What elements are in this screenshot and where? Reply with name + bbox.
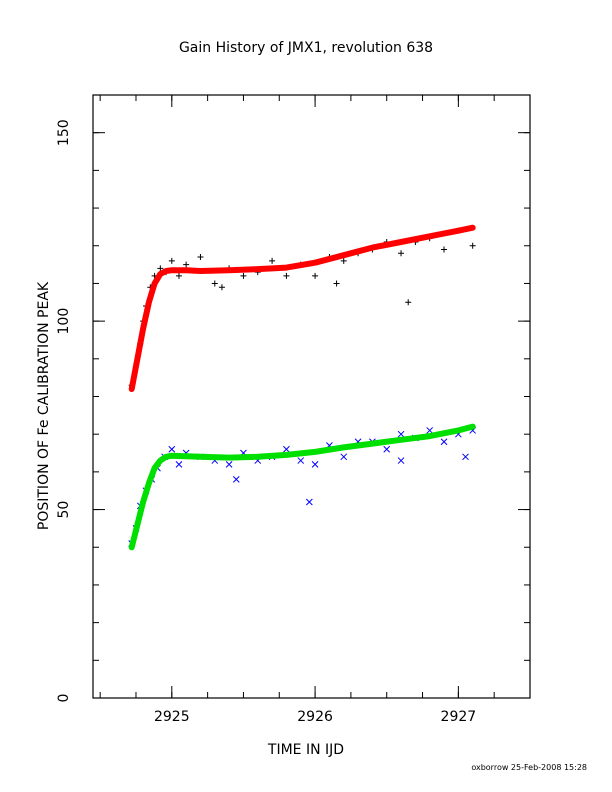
data-point (441, 246, 448, 253)
data-point (175, 460, 183, 468)
data-point (440, 438, 448, 446)
data-marks (128, 224, 477, 551)
data-point (383, 445, 391, 453)
y-tick-label: 100 (56, 308, 72, 335)
series-2 (128, 427, 477, 547)
y-tick-label: 150 (56, 119, 72, 146)
data-point (168, 445, 176, 453)
data-point (312, 272, 319, 279)
data-point (405, 299, 412, 306)
data-point (297, 457, 305, 464)
data-point (426, 427, 434, 434)
data-point (283, 272, 290, 279)
data-point (340, 453, 348, 461)
data-point (175, 272, 182, 279)
data-point (398, 250, 405, 257)
fit-curve (128, 423, 476, 551)
footer-stamp: oxborrow 25-Feb-2008 15:28 (471, 763, 587, 772)
data-point (240, 272, 247, 279)
data-point (305, 498, 313, 506)
data-point (183, 261, 190, 268)
axes: 0 50 100 150 2925 2926 2927 (56, 94, 531, 725)
data-point (469, 242, 476, 249)
data-point (232, 476, 240, 483)
y-tick-label: 50 (56, 501, 72, 519)
data-point (157, 265, 164, 272)
data-point (269, 257, 276, 264)
series-3 (128, 423, 476, 551)
data-point (397, 430, 405, 438)
series-0 (128, 227, 476, 389)
y-axis-label: POSITION OF Fe CALIBRATION PEAK (36, 281, 52, 530)
data-point (311, 460, 319, 468)
data-point (397, 457, 405, 464)
data-point (168, 257, 175, 264)
x-axis-label: TIME IN IJD (267, 742, 344, 758)
fit-curve (128, 224, 476, 392)
data-point (197, 254, 204, 261)
data-point (340, 257, 347, 264)
data-point (225, 460, 233, 468)
data-point (462, 453, 469, 461)
data-point (211, 280, 218, 287)
series-1 (128, 224, 476, 392)
chart-title: Gain History of JMX1, revolution 638 (179, 40, 433, 56)
x-tick-label: 2926 (297, 709, 333, 725)
plot-frame (92, 94, 531, 699)
x-tick-label: 2925 (154, 709, 190, 725)
y-tick-label: 0 (56, 694, 72, 703)
data-point (333, 280, 340, 287)
x-tick-label: 2927 (441, 709, 477, 725)
data-point (218, 284, 225, 291)
data-point (283, 445, 290, 453)
